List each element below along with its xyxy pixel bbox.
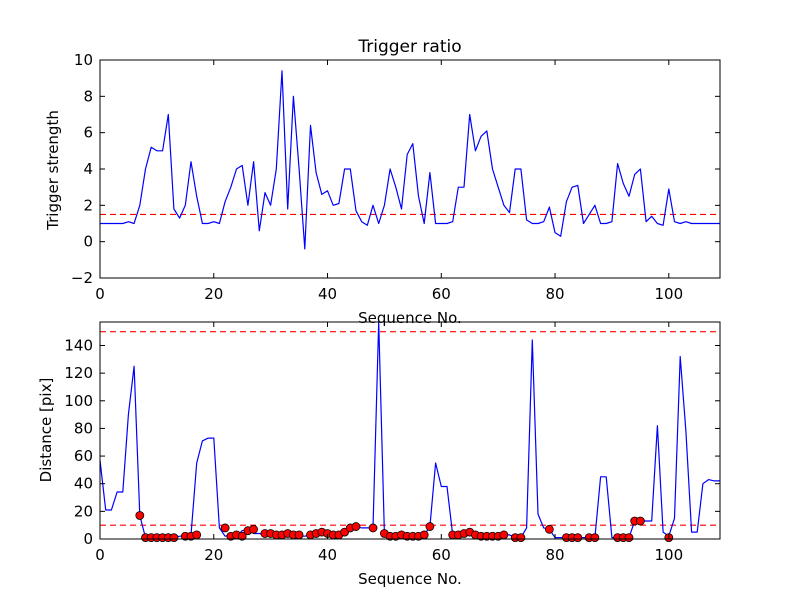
distance-plot-area — [100, 322, 720, 543]
x-tick-label: 20 — [204, 285, 223, 303]
y-tick-label: 100 — [64, 392, 93, 410]
x-tick-label: 0 — [95, 546, 105, 564]
x-tick-label: 100 — [654, 546, 683, 564]
y-axis-label: Trigger strength — [44, 110, 62, 231]
x-axis-label: Sequence No. — [358, 309, 462, 327]
y-tick-label: −2 — [71, 269, 93, 287]
marker-point — [499, 530, 509, 540]
y-axis-label: Distance [pix] — [37, 378, 55, 483]
series-line — [100, 70, 720, 250]
y-tick-label: 20 — [74, 502, 93, 520]
y-tick-label: 60 — [74, 447, 93, 465]
x-axis-label: Sequence No. — [358, 570, 462, 588]
marker-point — [249, 524, 258, 534]
trigger-ratio-plot-area — [100, 70, 720, 250]
y-tick-label: 40 — [74, 475, 93, 493]
y-tick-label: 80 — [74, 419, 93, 437]
x-tick-label: 80 — [545, 285, 564, 303]
marker-point — [573, 533, 583, 543]
marker-point — [516, 533, 526, 543]
x-tick-label: 100 — [654, 285, 683, 303]
marker-point — [351, 522, 361, 531]
marker-point — [294, 530, 304, 540]
marker-point — [544, 524, 554, 534]
y-tick-label: 8 — [83, 87, 93, 105]
y-tick-label: 6 — [83, 124, 93, 142]
x-tick-label: 0 — [95, 285, 105, 303]
marker-point — [220, 523, 230, 533]
y-tick-label: 120 — [64, 364, 93, 382]
y-tick-label: 0 — [83, 233, 93, 251]
y-tick-label: 140 — [64, 336, 93, 354]
distance-ticks: 0 20 40 60 80 100 0 20 40 60 80 100 120 140 — [64, 322, 720, 564]
x-tick-label: 20 — [204, 546, 223, 564]
marker-point — [624, 533, 634, 543]
x-tick-label: 80 — [545, 546, 564, 564]
marker-point — [635, 516, 645, 526]
marker-point — [169, 533, 179, 543]
y-tick-label: 10 — [74, 51, 93, 69]
x-tick-label: 40 — [318, 285, 337, 303]
x-tick-label: 40 — [318, 546, 337, 564]
x-tick-label: 60 — [432, 285, 451, 303]
plot-frame — [99, 321, 721, 540]
marker-point — [590, 533, 600, 543]
marker-point — [419, 530, 429, 540]
marker-point — [135, 511, 145, 520]
distance-subplot: 0 20 40 60 80 100 0 20 40 60 80 100 120 140 Sequence … — [37, 321, 721, 588]
y-tick-label: 4 — [83, 160, 93, 178]
chart-title: Trigger ratio — [357, 37, 461, 57]
y-tick-label: 0 — [83, 530, 93, 548]
series-group — [100, 70, 720, 250]
marker-point — [368, 523, 378, 533]
marker-point — [192, 530, 202, 540]
marker-point — [237, 531, 247, 541]
y-tick-label: 2 — [83, 196, 93, 214]
x-tick-label: 60 — [432, 546, 451, 564]
marker-point — [425, 522, 435, 531]
plot-frame — [99, 59, 721, 279]
